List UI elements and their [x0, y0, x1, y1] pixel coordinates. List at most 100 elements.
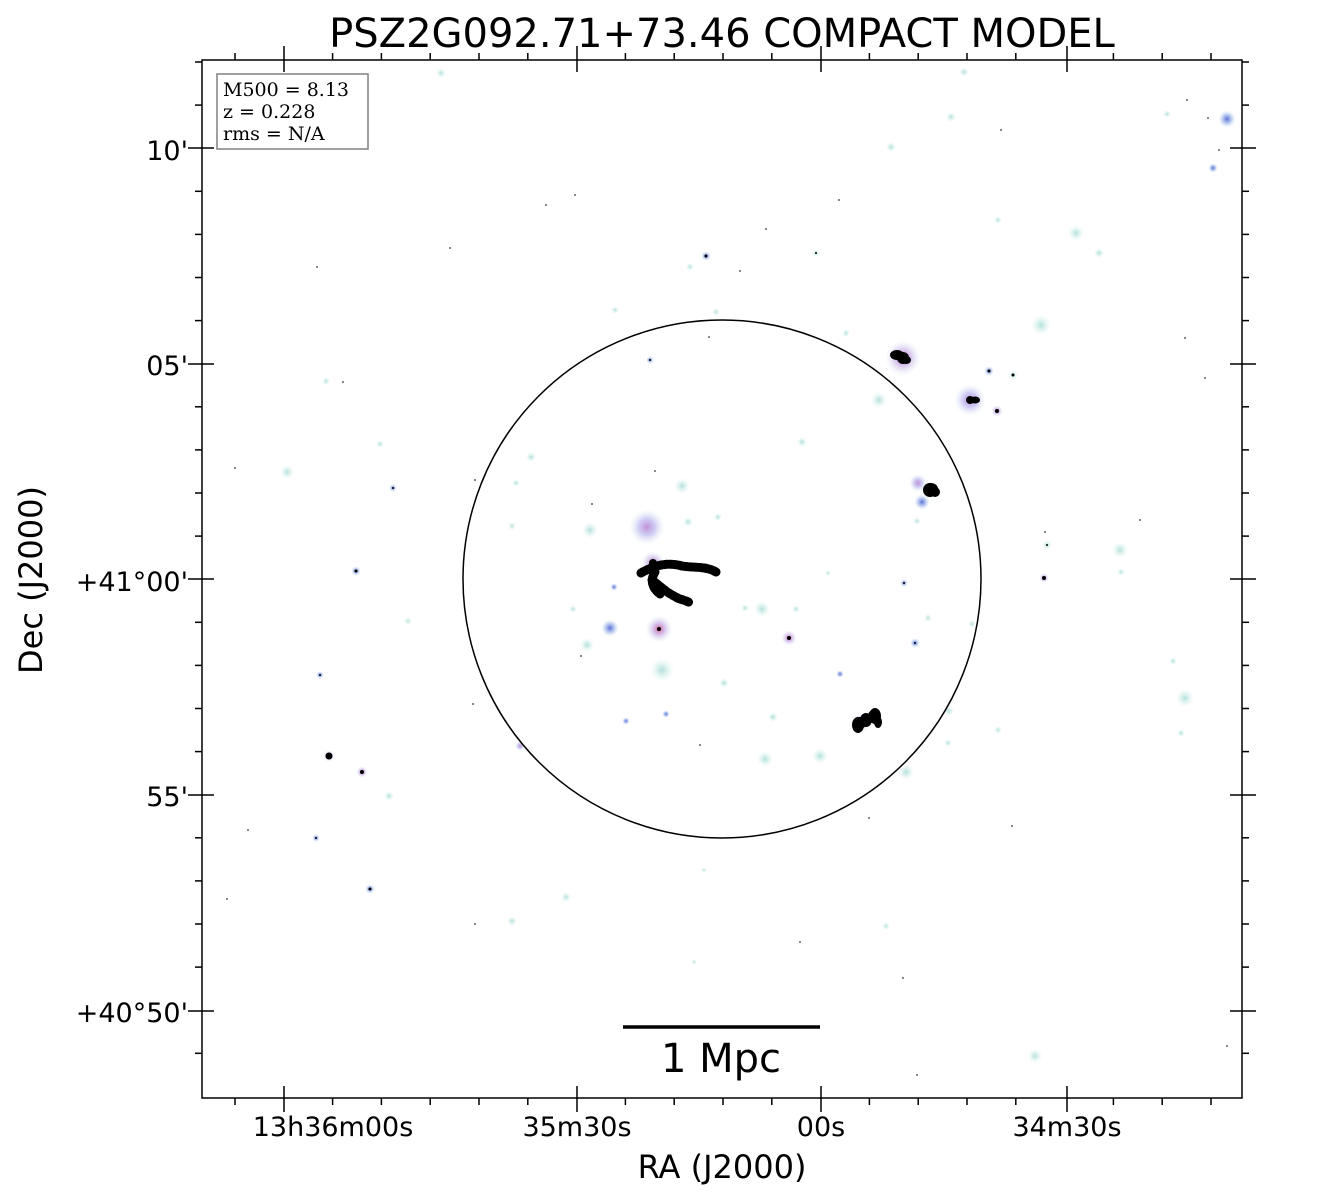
source-halo [691, 959, 697, 965]
y-tick-label: +41°00' [76, 567, 188, 598]
source-core [903, 582, 905, 584]
source-halo [376, 440, 384, 448]
noise-speck [1218, 149, 1220, 151]
source-core [914, 642, 916, 644]
source-halo [1117, 568, 1125, 576]
x-tick-label: 00s [797, 1112, 845, 1143]
source-halo [882, 922, 890, 930]
noise-speck [1011, 825, 1013, 827]
source-halo [701, 867, 707, 873]
source-halo [512, 479, 520, 487]
source-halo [580, 638, 594, 652]
y-tick-label: 55' [146, 782, 188, 813]
noise-speck [916, 1074, 918, 1076]
info-box: M500 = 8.13 z = 0.228 rms = N/A [216, 73, 369, 150]
noise-speck [902, 977, 904, 979]
source-halo [741, 604, 749, 612]
info-rms: rms = N/A [223, 123, 325, 145]
source-core [815, 252, 817, 254]
info-box-frame [216, 73, 369, 150]
noise-speck [472, 703, 474, 705]
source-halo [812, 748, 828, 764]
noise-speck [765, 228, 767, 230]
source-halo [946, 112, 956, 122]
source-halo [825, 570, 831, 576]
noise-speck [545, 204, 547, 206]
noise-speck [449, 247, 451, 249]
source-halo [526, 452, 536, 462]
source-halo [508, 522, 516, 530]
source-halo [1068, 225, 1084, 241]
source-halo [1177, 729, 1185, 737]
noise-speck [316, 266, 318, 268]
scale-bar: 1 Mpc [623, 1025, 820, 1082]
source-halo [662, 710, 670, 718]
source-halo [968, 620, 976, 628]
source-halo [1163, 110, 1171, 118]
source-core [970, 396, 980, 404]
source-core [787, 636, 791, 640]
source-core [392, 487, 394, 489]
source-halo [629, 509, 665, 545]
noise-speck [474, 923, 476, 925]
r500-circle [462, 319, 982, 839]
x-tick-labels: 13h36m00s 35m30s 00s 34m30s [253, 1112, 1122, 1143]
source-core [1042, 576, 1046, 580]
source-core [315, 837, 317, 839]
source-core [930, 487, 940, 497]
source-core [1046, 544, 1048, 546]
plot-title: PSZ2G092.71+73.46 COMPACT MODEL [329, 11, 1115, 57]
noise-speck [868, 817, 870, 819]
source-halo [768, 712, 778, 722]
source-core [890, 350, 904, 360]
source-halo [582, 522, 598, 538]
noise-speck [1204, 377, 1206, 379]
source-core [860, 713, 872, 727]
source-halo [959, 67, 969, 77]
x-tick-label: 35m30s [522, 1112, 631, 1143]
source-halo [1028, 1049, 1042, 1063]
noise-speck [1184, 337, 1186, 339]
source-halo [886, 142, 896, 152]
source-halo [601, 619, 619, 637]
plot-frame [201, 59, 1243, 1099]
source-core [325, 752, 333, 760]
noise-speck [574, 194, 576, 196]
y-tick-labels: 10' 05' +41°00' 55' +40°50' [76, 136, 188, 1029]
source-halo [714, 513, 722, 521]
source-halo [569, 605, 577, 613]
noise-speck [1044, 531, 1046, 533]
noise-speck [739, 270, 741, 272]
source-halo [622, 717, 630, 725]
source-core [368, 887, 372, 891]
source-halo [683, 517, 693, 527]
source-halo [404, 617, 412, 625]
noise-speck [654, 470, 656, 472]
source-halo [507, 916, 517, 926]
noise-speck [1207, 117, 1209, 119]
source-halo [650, 658, 674, 682]
source-halo [836, 670, 844, 678]
noise-speck [1000, 129, 1002, 131]
source-core [354, 569, 358, 573]
source-halo [610, 583, 618, 591]
source-halo [674, 478, 690, 494]
source-core [1011, 373, 1015, 377]
y-tick-label: 05' [146, 351, 188, 382]
source-halo [280, 465, 294, 479]
scale-bar-label: 1 Mpc [661, 1036, 781, 1082]
source-halo [1176, 689, 1194, 707]
y-tick-label: 10' [146, 136, 188, 167]
source-core [995, 409, 999, 413]
noise-speck [591, 503, 593, 505]
x-tick-label: 13h36m00s [253, 1112, 414, 1143]
source-core [657, 627, 661, 631]
source-halo [686, 263, 694, 271]
y-axis-label: Dec (J2000) [12, 486, 50, 674]
source-halo [719, 678, 729, 688]
source-halo [1094, 248, 1104, 258]
noise-speck [342, 381, 344, 383]
source-halo [561, 892, 571, 902]
source-halo [384, 791, 394, 801]
